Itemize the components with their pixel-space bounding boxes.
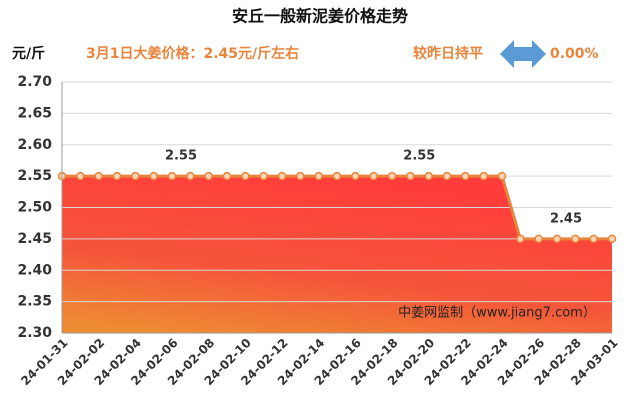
area [62,176,612,333]
y-unit: 元/斤 [12,45,45,62]
change-label: 较昨日持平 [413,45,483,62]
point [571,234,580,244]
point [296,171,305,181]
point [461,171,470,181]
point [332,171,342,181]
point [387,171,397,181]
point [167,171,177,181]
headline: 3月1日大姜价格：2.45元/斤左右 [86,45,299,62]
point [552,234,562,244]
y-tick-label: 2.70 [17,74,52,90]
point [589,234,598,244]
watermark: 中姜网监制（www.jiang7.com） [398,306,596,321]
y-tick-label: 2.30 [17,325,52,341]
point [94,171,103,181]
point [186,171,195,181]
flat-arrow [500,40,546,68]
point [497,171,507,181]
data-label: 2.45 [550,211,582,226]
y-tick-label: 2.60 [17,137,52,153]
plot-area: 2.55 2.55 2.45 2.30 2.35 2.40 2.45 2.50 2.55 2.60… [17,74,620,388]
point [314,171,323,181]
point [424,171,433,181]
y-tick-label: 2.45 [17,231,52,247]
change-value: 0.00% [550,46,599,62]
data-label: 2.55 [403,149,435,164]
point [277,171,287,181]
point [351,171,360,181]
point [607,234,617,244]
y-tick-label: 2.50 [17,200,52,216]
point [112,171,122,181]
point [442,171,452,181]
y-tick-label: 2.40 [17,262,52,278]
chart-title: 安丘一般新泥姜价格走势 [232,7,408,26]
point [479,171,488,181]
point [406,171,415,181]
point [76,171,85,181]
y-tick-label: 2.65 [17,105,52,121]
point [369,171,378,181]
data-label: 2.55 [165,149,197,164]
point [241,171,250,181]
y-tick-label: 2.55 [17,168,52,184]
point [149,171,158,181]
point [534,234,543,244]
point [204,171,213,181]
point [222,171,232,181]
point [131,171,140,181]
point [259,171,268,181]
point [516,234,525,244]
y-tick-label: 2.35 [17,294,52,310]
